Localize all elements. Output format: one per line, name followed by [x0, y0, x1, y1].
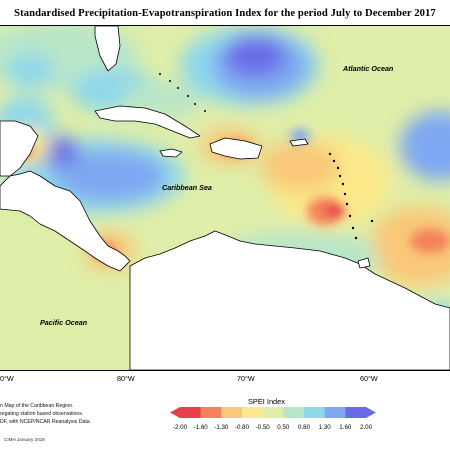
legend-colorbar [170, 407, 376, 418]
legend-tick-label: 1.60 [339, 424, 352, 431]
caribbean-sea-label: Caribbean Sea [162, 183, 212, 192]
spei-field [0, 26, 450, 370]
central-america [0, 170, 131, 272]
field-very-wet-caribbean [55, 150, 165, 202]
atlantic-ocean-label: Atlantic Ocean [343, 64, 394, 73]
field-wet-east [400, 111, 450, 181]
longitude-label-70w: 70°W [237, 374, 255, 383]
field-dry-guiana [370, 206, 450, 286]
legend-tick-label: 0.80 [297, 424, 311, 431]
hispaniola [209, 137, 263, 160]
field-extreme-wet-north [225, 36, 285, 76]
caption-line-2: regating station based observations. [0, 411, 84, 417]
credit-text: CIMH January 2018 [4, 437, 45, 442]
puerto-rico [289, 138, 309, 147]
lesser-antilles [159, 73, 374, 240]
longitude-label-80w: 80°W [117, 374, 135, 383]
legend-swatch [345, 407, 367, 418]
legend-swatch [200, 407, 222, 418]
legend-swatch [262, 407, 284, 418]
field-very-dry-guiana [410, 229, 450, 253]
legend-tick-label: 0.50 [277, 424, 290, 431]
longitude-label-90w: 0°W [0, 374, 14, 383]
yucatan-peninsula [0, 120, 39, 177]
legend-swatch [221, 407, 243, 418]
legend-tick-label: -2.00 [172, 424, 188, 431]
florida-peninsula [94, 26, 121, 72]
legend-tick-label: -0.80 [234, 424, 250, 431]
caption-line-1: n Map of the Caribbean Region. [0, 403, 74, 409]
legend-swatch [304, 407, 326, 418]
legend-tick-label: -0.50 [255, 424, 270, 431]
legend-swatch [242, 407, 264, 418]
field-extreme-dry-antilles [325, 204, 345, 218]
spei-map: Atlantic Ocean Caribbean Sea Pacific Oce… [0, 25, 450, 371]
field-wet-nw-core [5, 53, 55, 89]
legend-swatch [283, 407, 305, 418]
legend-tick-label: 2.00 [359, 424, 373, 431]
longitude-label-60w: 60°W [360, 374, 378, 383]
legend-tick-label: -1.30 [214, 424, 229, 431]
legend-title: SPEI Index [248, 397, 285, 406]
caption-line-3: DF, with NCEP/NCAR Reanalysis Data. [0, 419, 92, 425]
south-america [129, 230, 450, 370]
legend-tick-label: 1.30 [318, 424, 331, 431]
map-title: Standardised Precipitation-Evapotranspir… [14, 8, 436, 19]
legend-arrow-low [170, 407, 180, 418]
trinidad [357, 257, 371, 269]
pacific-ocean-label: Pacific Ocean [40, 318, 88, 327]
legend-tick-label: -1.60 [193, 424, 208, 431]
legend-swatch [180, 407, 202, 418]
legend-arrow-high [366, 407, 376, 418]
jamaica [159, 148, 183, 158]
legend-swatch [324, 407, 346, 418]
cuba [94, 105, 201, 139]
map-canvas [0, 26, 450, 370]
land-masses [0, 26, 450, 370]
field-moderate-dry [260, 141, 340, 191]
